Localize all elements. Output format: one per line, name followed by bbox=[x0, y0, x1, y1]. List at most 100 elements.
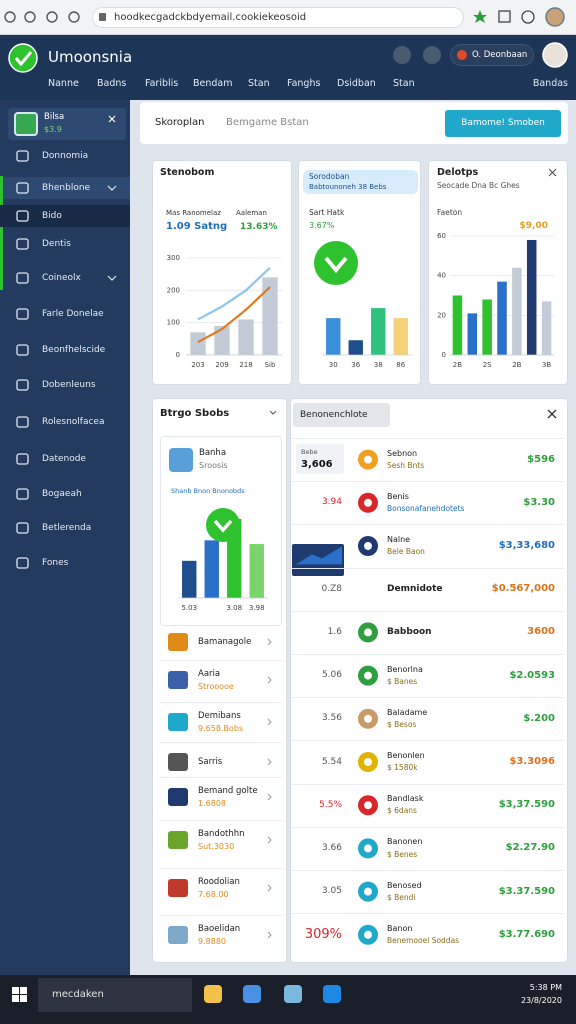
item-title[interactable]: Bamanagole bbox=[198, 636, 252, 647]
sidebar-active-bar bbox=[0, 176, 3, 290]
sidebar-item[interactable]: Donnomia bbox=[42, 150, 89, 161]
sidebar-selected bbox=[0, 205, 130, 227]
sidebar-item[interactable]: Dobenleuns bbox=[42, 379, 96, 390]
item-title[interactable]: Baoelidan bbox=[198, 923, 241, 934]
item-title[interactable]: Aaria bbox=[198, 668, 221, 679]
item-icon bbox=[168, 633, 188, 651]
row-value: $3.77.690 bbox=[498, 928, 555, 940]
row-sub: Bonsonafanehdotets bbox=[387, 504, 465, 514]
toolbar-title: Skoroplan bbox=[155, 117, 205, 128]
row-title: Benonlen bbox=[387, 751, 425, 760]
item-icon bbox=[168, 879, 188, 897]
app-title: Umoonsnia bbox=[48, 47, 133, 66]
sidebar-item[interactable]: Fones bbox=[42, 557, 69, 568]
item-sub: 9.658.Bobs bbox=[198, 724, 244, 733]
nav-item[interactable]: Stan bbox=[248, 78, 270, 90]
row-value: $596 bbox=[527, 453, 555, 465]
item-title[interactable]: Roodolian bbox=[198, 876, 240, 887]
card-title: Delotps bbox=[437, 167, 479, 179]
clock-time: 5:38 PM bbox=[529, 983, 562, 992]
sidebar-item[interactable]: Farle Donelae bbox=[42, 308, 104, 319]
sidebar-item[interactable]: Beonfhelscide bbox=[42, 344, 106, 355]
row-title: Benosed bbox=[387, 880, 422, 890]
item-title[interactable]: Demibans bbox=[198, 710, 241, 721]
row-sub: $ 1580k bbox=[387, 763, 418, 773]
row-value: $3.37.590 bbox=[498, 885, 555, 897]
row-divider bbox=[292, 654, 564, 655]
toolbar-button-label[interactable]: Bamome! Smoben bbox=[461, 118, 545, 128]
nav-item[interactable]: Dsidban bbox=[337, 78, 376, 90]
row-divider bbox=[292, 438, 564, 439]
panel-title: Btrgo Sbobs bbox=[160, 408, 230, 419]
row-title: Benis bbox=[387, 491, 409, 501]
card-stat: 3.67% bbox=[309, 221, 335, 230]
toolbar-button[interactable] bbox=[445, 110, 561, 137]
row-sub: $ Benes bbox=[387, 849, 418, 859]
sidebar-item[interactable]: Bogaeah bbox=[42, 488, 82, 499]
row-value: $0.567,000 bbox=[491, 583, 555, 595]
item-icon bbox=[168, 926, 188, 944]
profile-card bbox=[160, 436, 282, 626]
row-value: $3.3096 bbox=[509, 756, 555, 767]
search-box[interactable] bbox=[38, 978, 192, 1012]
row-left: 0.Z8 bbox=[321, 583, 342, 594]
row-title: Sebnon bbox=[387, 448, 418, 458]
address-bar[interactable] bbox=[92, 7, 464, 28]
sidebar-item[interactable]: Coineolx bbox=[42, 272, 81, 283]
row-divider bbox=[292, 826, 564, 828]
row-divider bbox=[292, 481, 564, 483]
card-label: Aaleman bbox=[236, 208, 267, 217]
row-sub: $ 6dans bbox=[387, 806, 417, 816]
user-pill[interactable] bbox=[450, 44, 534, 66]
divider bbox=[160, 777, 282, 778]
row-left-top: Bebe bbox=[301, 448, 318, 457]
sidebar-item[interactable]: Datenode bbox=[42, 453, 86, 464]
nav-item[interactable]: Fanghs bbox=[287, 78, 321, 90]
sidebar-item[interactable]: Betlerenda bbox=[42, 522, 92, 533]
divider bbox=[160, 820, 282, 821]
row-divider bbox=[292, 783, 564, 785]
item-title[interactable]: Bemand golte bbox=[198, 785, 258, 796]
row-left: 3,606 bbox=[301, 458, 333, 470]
clock-date: 23/8/2020 bbox=[520, 996, 562, 1005]
divider bbox=[160, 868, 282, 869]
chart-caption: Shanb Bnon Bnonobds bbox=[171, 486, 245, 495]
item-sub: 1.6808 bbox=[198, 799, 226, 808]
right-panel bbox=[290, 398, 568, 963]
row-divider bbox=[292, 524, 564, 526]
row-divider bbox=[292, 697, 564, 699]
sidebar-item[interactable]: Bhenblone bbox=[42, 182, 91, 193]
row-sub: Sesh Bnts bbox=[387, 460, 425, 470]
panel-title-pill bbox=[293, 403, 390, 427]
sidebar-user-sub: $3.9 bbox=[44, 125, 62, 134]
sidebar-avatar bbox=[14, 112, 38, 136]
divider bbox=[160, 660, 282, 661]
card bbox=[152, 160, 292, 385]
item-title[interactable]: Sarris bbox=[198, 756, 223, 767]
sidebar-item[interactable]: Bido bbox=[42, 210, 62, 221]
row-left: 5.54 bbox=[321, 756, 342, 767]
nav-item[interactable]: Badns bbox=[97, 78, 127, 90]
item-title[interactable]: Bandothhn bbox=[198, 828, 245, 839]
sidebar-item[interactable]: Rolesnolfacea bbox=[42, 416, 105, 427]
nav-item[interactable]: Fariblis bbox=[145, 78, 179, 90]
row-value: $3.30 bbox=[523, 496, 555, 508]
sidebar-item[interactable]: Dentis bbox=[42, 238, 71, 249]
card-label: Mas Ranomelaz bbox=[166, 208, 221, 217]
row-sub: $ Bendi bbox=[387, 892, 416, 902]
nav-item[interactable]: Nanne bbox=[48, 78, 79, 90]
profile-sub: Sroosis bbox=[199, 461, 228, 470]
item-sub: Strooooe bbox=[198, 682, 234, 691]
header-link[interactable]: Bandas bbox=[532, 78, 568, 90]
row-value: $2.0593 bbox=[509, 669, 555, 681]
card-stat: $9,00 bbox=[519, 220, 548, 231]
row-value: $3,33,680 bbox=[498, 540, 555, 551]
row-left: 5.06 bbox=[321, 670, 342, 681]
nav-item[interactable]: Stan bbox=[393, 78, 415, 90]
card-title: Stenobom bbox=[160, 167, 215, 179]
nav-item[interactable]: Bendam bbox=[193, 78, 233, 90]
card-label: Faeton bbox=[437, 208, 463, 218]
card-stat: 1.09 Satng bbox=[166, 221, 228, 232]
row-divider bbox=[292, 740, 564, 742]
card-highlight-text: Babtounoneh 38 Bebs bbox=[309, 182, 387, 191]
